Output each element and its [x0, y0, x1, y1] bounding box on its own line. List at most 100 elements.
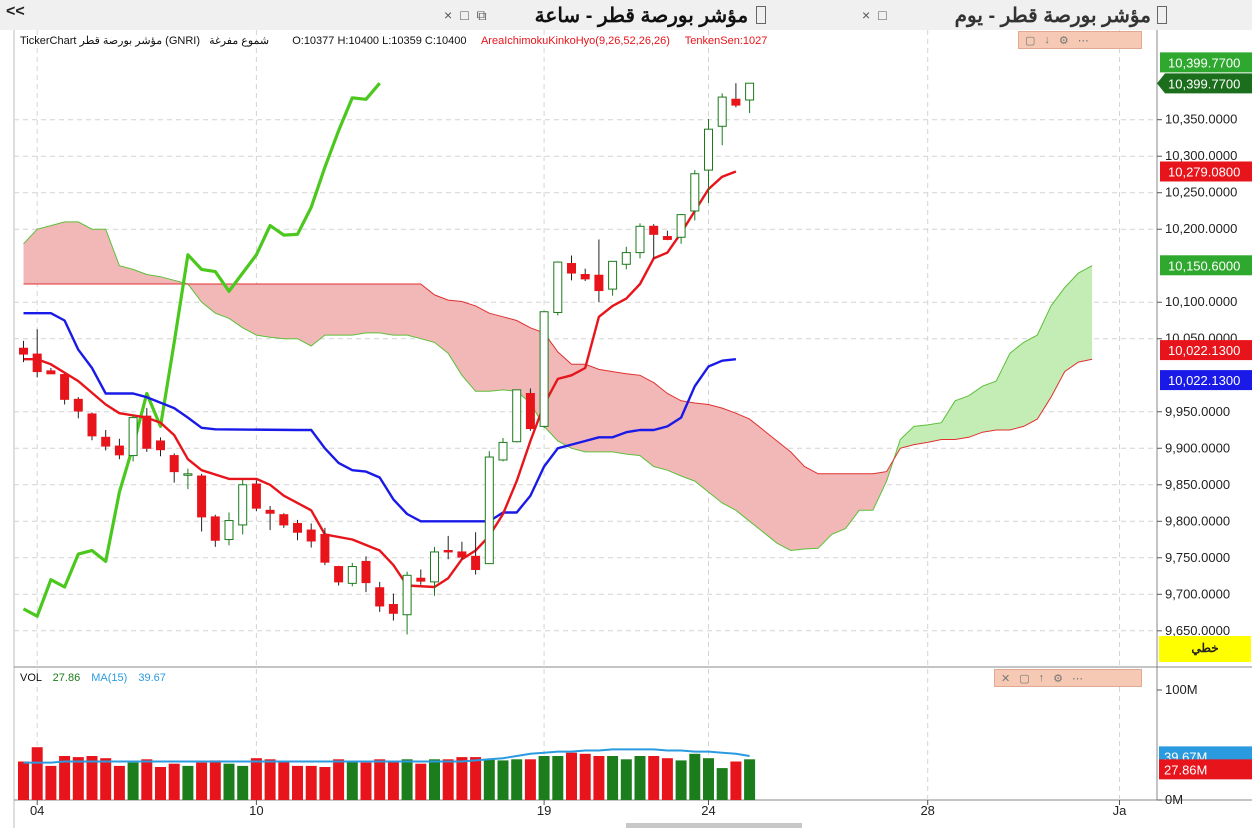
candle-down: [73, 397, 83, 419]
candle-body: [114, 445, 124, 456]
tenkan-sen-line: [23, 170, 737, 589]
price-tick-label: 10,250.0000: [1165, 185, 1237, 200]
candle-body: [649, 225, 659, 235]
volume-header: VOL 27.86 MA(15) 39.67: [20, 672, 166, 684]
close-tab-icon[interactable]: ×: [862, 7, 871, 23]
panel-more-icon[interactable]: ⋯: [1077, 34, 1089, 47]
volume-bar-up: [538, 756, 550, 800]
candle-body: [553, 261, 563, 313]
price-tick-label: 9,900.0000: [1165, 440, 1230, 455]
panel-settings-icon[interactable]: ⚙: [1058, 34, 1069, 47]
candle-body: [512, 389, 522, 443]
candle-down: [87, 412, 97, 441]
horizontal-scrollbar[interactable]: [626, 823, 802, 828]
volume-bar-up: [511, 759, 523, 800]
volume-bar-down: [168, 763, 180, 800]
candle-body: [525, 393, 535, 430]
candle-body: [334, 566, 344, 583]
candle-down: [471, 532, 481, 575]
tab-bar: << × □ ⧉ مؤشر بورصة قطر - ساعة × □ مؤشر …: [0, 0, 1252, 31]
candle-up: [608, 260, 618, 296]
candle-body: [457, 551, 467, 558]
volume-bar-down: [209, 760, 221, 800]
volume-bar-up: [429, 759, 440, 800]
ichimoku-indicator-label[interactable]: AreaIchimokuKinkoHyo(9,26,52,26,26): [481, 35, 670, 47]
candle-down: [19, 340, 28, 363]
volume-bar-down: [250, 758, 262, 800]
time-axis: 04 10 19 24 28 Ja: [30, 800, 1127, 818]
maximize-tab-icon[interactable]: □: [878, 7, 887, 23]
candle-body: [662, 236, 672, 240]
candle-body: [594, 274, 604, 292]
chart-header: TickerChart مؤشر بورصة قطر (GNRI) شموع م…: [20, 35, 767, 47]
price-label-box: [1157, 73, 1252, 94]
price-chart[interactable]: 10,350.0000 10,300.0000 10,250.0000 10,200.…: [0, 30, 1252, 828]
candle-down: [142, 408, 152, 452]
close-tab-icon[interactable]: ×: [444, 7, 453, 23]
price-label: 10,399.7700: [1160, 52, 1252, 73]
panel-move-up-icon[interactable]: ↑: [1038, 672, 1045, 684]
candle-body: [347, 566, 357, 584]
chart-source: TickerChart مؤشر بورصة قطر (GNRI): [20, 35, 200, 47]
ichimoku-cloud: [23, 221, 1093, 552]
volume-bar-down: [456, 757, 468, 800]
candle-body: [471, 555, 481, 570]
volume-bar-down: [18, 761, 29, 800]
price-tick-label: 10,350.0000: [1165, 112, 1237, 127]
tab-qe-hourly[interactable]: × □ ⧉ مؤشر بورصة قطر - ساعة: [440, 0, 848, 30]
panel-restore-icon[interactable]: ▢: [1025, 34, 1036, 47]
candle-body: [46, 370, 56, 375]
volume-tick-label: 100M: [1165, 682, 1198, 697]
price-label: 10,399.7700: [1157, 73, 1252, 94]
maximize-tab-icon[interactable]: □: [460, 7, 469, 23]
price-label-box: [1160, 52, 1252, 73]
volume-bar-up: [182, 765, 194, 800]
panel-more-icon[interactable]: ⋯: [1072, 672, 1083, 685]
price-label: 10,150.6000: [1160, 255, 1252, 276]
volume-bar-down: [566, 752, 577, 800]
candle-body: [443, 549, 453, 553]
float-tab-icon[interactable]: ⧉: [476, 6, 487, 23]
candle-body: [197, 475, 207, 518]
scale-mode-box[interactable]: [1159, 636, 1251, 662]
candle-down: [416, 569, 426, 585]
candle-body: [704, 128, 713, 171]
panel-restore-icon[interactable]: ▢: [1019, 672, 1030, 685]
candle-up: [635, 223, 645, 259]
candle-up: [430, 546, 439, 596]
volume-bar-down: [278, 761, 290, 800]
candle-down: [114, 438, 124, 460]
candle-up: [498, 438, 508, 462]
price-tick-label: 10,100.0000: [1165, 294, 1237, 309]
panel-close-icon[interactable]: ✕: [1001, 672, 1011, 685]
volume-bar-up: [716, 768, 728, 800]
price-label-box: [1160, 370, 1252, 391]
candle-down: [101, 430, 111, 451]
candle-body: [731, 98, 741, 106]
panel-settings-icon[interactable]: ⚙: [1053, 672, 1063, 685]
price-panel-tools: ▢ ↓ ⚙ ⋯: [1018, 31, 1142, 49]
tab-qe-daily[interactable]: × □ مؤشر بورصة قطر - يوم: [858, 0, 1252, 30]
candle-down: [210, 514, 220, 547]
candle-down: [361, 556, 371, 593]
volume-bar-up: [744, 759, 756, 800]
volume-bar-up: [689, 753, 701, 800]
candle-body: [745, 82, 755, 101]
volume-bar-down: [31, 747, 43, 800]
volume-bar-down: [100, 758, 112, 800]
candle-body: [690, 173, 700, 212]
panel-move-icon[interactable]: ↓: [1044, 34, 1050, 46]
volume-bar-up: [401, 759, 413, 800]
candle-down: [156, 437, 165, 457]
candle-up: [484, 451, 494, 565]
candle-up: [717, 93, 727, 146]
candle-down: [46, 367, 56, 375]
candle-up: [128, 415, 138, 462]
candle-up: [512, 389, 522, 443]
candle-up: [704, 118, 713, 203]
volume-bar-down: [360, 762, 372, 800]
time-tick-label: 24: [701, 803, 715, 818]
volume-bar-up: [634, 756, 646, 800]
volume-bar-down: [319, 767, 331, 800]
collapse-panel-button[interactable]: <<: [6, 3, 25, 20]
